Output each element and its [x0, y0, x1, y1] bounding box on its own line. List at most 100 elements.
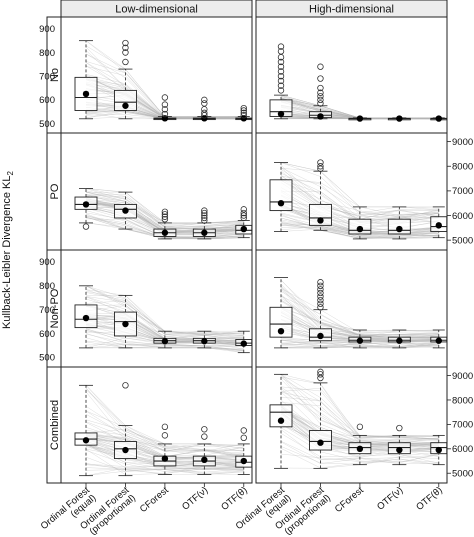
y-tick-label-po: 8000 — [452, 162, 473, 173]
panel-no-high-dimensional-box-2-outlier — [317, 63, 324, 70]
y-tick-label-non-po: 600 — [39, 329, 55, 340]
panel-po-low-dimensional-box-3-outlier — [161, 211, 169, 218]
panel-no-low-dimensional-line — [85, 82, 244, 119]
panel-combined-low-dimensional-box-3-mean — [161, 455, 169, 462]
panel-no-low-dimensional-box-3-outlier — [161, 110, 169, 118]
panel-po-high-dimensional-box-4-mean — [396, 225, 403, 233]
panel-combined-high-dimensional-box-2-outlier — [317, 368, 324, 376]
panel-combined-high-dimensional-box-1-iqr — [269, 404, 293, 428]
y-tick-label-no: 800 — [39, 48, 55, 59]
x-tick-label-line: OTF(ν) — [180, 485, 210, 513]
y-tick-label-no: 500 — [39, 119, 55, 130]
panel-combined-high-dimensional-line — [280, 396, 439, 440]
panel-no-low-dimensional-box-2-mean — [122, 102, 129, 109]
panel-po-low-dimensional-box-4-mean — [201, 229, 208, 236]
y-tick-label-combined: 6000 — [452, 444, 473, 455]
panel-po-high-dimensional-box-2-iqr — [308, 203, 332, 226]
panel-no-high-dimensional-box-2-outlier — [317, 89, 324, 96]
x-tick-label-line: OTF(θ) — [414, 485, 445, 513]
y-tick-label-po: 5000 — [452, 235, 473, 246]
panel-combined-high-dimensional-line — [280, 388, 439, 440]
panel-non-po-low-dimensional-box-3-mean — [161, 338, 169, 345]
panel-non-po-high-dimensional-box-2-outlier — [317, 286, 324, 293]
panel-no-low-dimensional-box-4-outlier — [201, 109, 208, 117]
panel-po-high-dimensional-line — [280, 179, 439, 215]
panel-po-high-dimensional-line — [280, 162, 439, 211]
y-tick-label-no: 600 — [39, 95, 55, 106]
panel-no-low-dimensional-box-3-outlier — [161, 94, 169, 101]
panel-no-low-dimensional-box-4-outlier — [201, 100, 208, 107]
x-tick-label-line: CForest — [138, 485, 171, 515]
panel-po-low-dimensional-box-5-outlier — [240, 214, 247, 222]
panel-combined-high-dimensional-box-3-outlier — [356, 423, 364, 431]
panel-combined-high-dimensional-box-4-outlier — [396, 424, 403, 432]
panel-combined-low-dimensional-box-2-mean — [122, 446, 129, 454]
panel-combined-high-dimensional-box-2-outlier — [317, 374, 324, 382]
row-strip-combined — [46, 366, 62, 484]
panel-po-low-dimensional-box-4-outlier — [201, 217, 208, 224]
panel-no-high-dimensional-box-1-outlier — [277, 72, 285, 80]
y-tick-label-no: 700 — [39, 71, 55, 82]
panel-non-po-low-dimensional-box-4-mean — [201, 338, 208, 345]
panel-non-po-high-dimensional-box-5-mean — [435, 337, 442, 344]
panel-no-high-dimensional-box-5-mean — [435, 115, 442, 122]
panel-combined-low-dimensional-line — [85, 387, 244, 452]
panel-non-po-low-dimensional-box-5-mean — [240, 340, 247, 347]
panel-non-po-low-dimensional-line — [85, 289, 244, 335]
panel-combined-low-dimensional-line — [85, 419, 244, 452]
panel-combined-high-dimensional-line — [280, 419, 439, 457]
panel-non-po-low-dimensional-line — [85, 344, 244, 350]
row-strip-label-non-po: Non-PO — [49, 288, 61, 328]
panel-no-high-dimensional-box-1-outlier — [277, 48, 285, 55]
panel-no-high-dimensional-box-1-outlier — [277, 68, 285, 75]
panel-no-low-dimensional-box-5-outlier — [240, 107, 247, 114]
panel-combined-low-dimensional-line — [85, 410, 244, 452]
panel-po-low-dimensional-box-5-mean — [240, 225, 247, 233]
panel-no-low-dimensional-box-1-mean — [82, 90, 90, 98]
panel-no-low-dimensional-box-5-outlier — [240, 104, 247, 112]
y-tick-label-combined: 9000 — [452, 371, 473, 382]
panel-po-high-dimensional-box-2-outlier — [317, 163, 324, 170]
panel-combined-high-dimensional-line — [280, 374, 439, 440]
panel-non-po-high-dimensional-box-2-outlier — [317, 289, 324, 297]
panel-combined-low-dimensional-box-5-outlier — [240, 434, 247, 442]
panel-po-high-dimensional-box-1-iqr — [269, 179, 293, 212]
panel-non-po-low-dimensional-box-2-mean — [122, 320, 129, 328]
boxplots-layer — [74, 39, 448, 477]
panel-no-high-dimensional-box-1-outlier — [277, 58, 285, 66]
panel-po-high-dimensional-box-2-outlier — [317, 159, 324, 166]
x-tick-label-line: OTF(θ) — [219, 485, 250, 513]
panel-combined-high-dimensional-line — [280, 433, 439, 464]
panel-no-high-dimensional-box-2-outlier — [317, 93, 324, 100]
panel-no-low-dimensional-box-4-outlier — [201, 106, 208, 113]
panel-po-low-dimensional-box-1-outlier — [82, 223, 90, 230]
panel-no-high-dimensional-box-2-outlier — [317, 84, 324, 92]
x-tick-label-otf: OTF(θ) — [414, 485, 445, 513]
y-tick-label-non-po: 500 — [39, 353, 55, 364]
panel-no-high-dimensional-box-2-mean — [317, 113, 324, 120]
panel-non-po-high-dimensional-box-3-mean — [356, 337, 364, 344]
row-strip-label-combined: Combined — [49, 400, 61, 450]
y-axis-label: Kullback-Leibler Divergence KL2 — [1, 170, 15, 328]
panel-no-low-dimensional-box-2-outlier — [122, 49, 129, 56]
panel-po-low-dimensional-box-3-outlier — [161, 208, 169, 216]
panel-no-high-dimensional-box-1-outlier — [277, 63, 285, 70]
panel-no-high-dimensional-box-4-mean — [396, 115, 403, 122]
panel-combined-low-dimensional-box-2-outlier — [122, 382, 129, 389]
y-axis-label-main: Kullback-Leibler Divergence KL — [1, 175, 13, 328]
x-tick-label-cforest: CForest — [333, 485, 366, 515]
panel-combined-high-dimensional-frame — [255, 366, 448, 484]
panel-no-low-dimensional-box-5-outlier — [240, 112, 247, 119]
x-tick-label-otf: OTF(ν) — [375, 485, 405, 513]
panel-po-low-dimensional-box-1-mean — [82, 201, 90, 208]
panel-combined-high-dimensional-box-2-mean — [317, 439, 324, 446]
panel-no-low-dimensional-box-2-outlier — [122, 44, 129, 51]
panel-combined-high-dimensional-box-5-mean — [435, 446, 442, 454]
panel-non-po-high-dimensional-box-2-outlier — [317, 304, 324, 311]
panel-frames-layer — [46, 0, 451, 487]
panel-po-high-dimensional-line — [280, 165, 439, 218]
panel-no-high-dimensional-box-2-outlier — [317, 100, 324, 107]
panel-non-po-high-dimensional-box-2-outlier — [317, 300, 324, 307]
panel-po-low-dimensional-box-4-outlier — [201, 214, 208, 222]
panel-po-low-dimensional-box-3-outlier — [161, 213, 169, 220]
